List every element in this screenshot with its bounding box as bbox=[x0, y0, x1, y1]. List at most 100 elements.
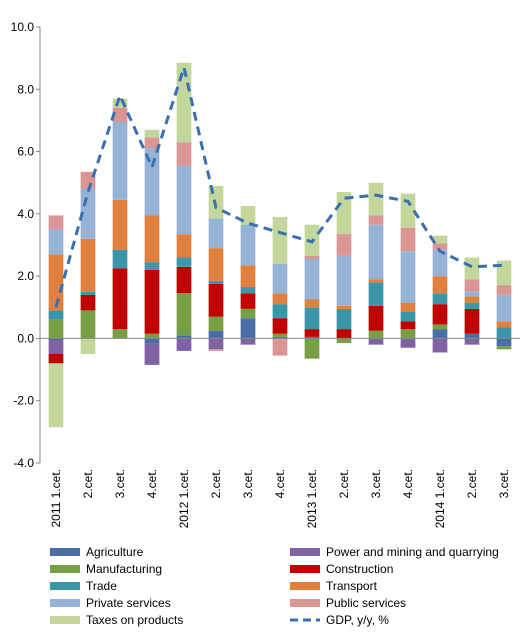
bar-segment bbox=[400, 329, 416, 339]
legend-swatch bbox=[290, 548, 320, 556]
bar-segment bbox=[464, 308, 480, 334]
bar-segment bbox=[176, 62, 192, 143]
bar-segment bbox=[240, 338, 256, 345]
bar-segment bbox=[240, 287, 256, 294]
legend-swatch bbox=[50, 599, 80, 607]
x-tick-label: 3.cet. bbox=[369, 469, 383, 498]
bar-segment bbox=[464, 333, 480, 339]
legend-swatch bbox=[290, 582, 320, 590]
bar-segment bbox=[176, 257, 192, 267]
bar-segment bbox=[240, 224, 256, 266]
bar-segment bbox=[336, 305, 352, 309]
bar-segment bbox=[240, 265, 256, 288]
legend-label: Public services bbox=[326, 596, 406, 610]
bar-segment bbox=[80, 338, 96, 354]
bar-segment bbox=[496, 294, 512, 322]
bar-segment bbox=[176, 142, 192, 166]
y-tick-label: 4.0 bbox=[17, 207, 34, 221]
bar-segment bbox=[144, 129, 160, 138]
bar-segment bbox=[304, 338, 320, 359]
bar-segment bbox=[144, 148, 160, 216]
bar-segment bbox=[112, 107, 128, 122]
x-tick-label: 2.cet. bbox=[209, 469, 223, 498]
legend-label: Manufacturing bbox=[86, 562, 162, 576]
bar-segment bbox=[176, 338, 192, 351]
bar-segment bbox=[144, 262, 160, 270]
bar-segment bbox=[240, 206, 256, 225]
bar-segment bbox=[336, 338, 352, 344]
bar-segment bbox=[464, 257, 480, 280]
bar-segment bbox=[144, 333, 160, 339]
x-tick-label: 2013 1.cet. bbox=[305, 469, 319, 528]
y-tick-label: 10.0 bbox=[11, 20, 35, 34]
bar-segment bbox=[48, 354, 64, 364]
bar-segment bbox=[368, 305, 384, 331]
bar-segment bbox=[368, 215, 384, 225]
bar-segment bbox=[496, 321, 512, 328]
legend-swatch bbox=[50, 548, 80, 556]
bar-segment bbox=[176, 234, 192, 258]
x-tick-label: 3.cet. bbox=[241, 469, 255, 498]
bar-segment bbox=[272, 333, 288, 337]
x-tick-label: 2011 1.cet. bbox=[49, 469, 63, 528]
bar-segment bbox=[400, 321, 416, 330]
bar-segment bbox=[48, 229, 64, 255]
bar-segment bbox=[432, 304, 448, 325]
bar-segment bbox=[464, 338, 480, 345]
bar-segment bbox=[48, 215, 64, 230]
bar-segment bbox=[48, 319, 64, 339]
bar-segment bbox=[112, 121, 128, 200]
bar-segment bbox=[336, 308, 352, 330]
bar-segment bbox=[432, 329, 448, 339]
bar-segment bbox=[464, 302, 480, 309]
legend-swatch bbox=[50, 565, 80, 573]
y-tick-label: -4.0 bbox=[13, 456, 34, 470]
bar-segment bbox=[496, 346, 512, 350]
legend-swatch bbox=[50, 616, 80, 624]
bar-segment bbox=[208, 283, 224, 317]
bar-segment bbox=[176, 335, 192, 339]
bar-segment bbox=[48, 310, 64, 320]
bar-segment bbox=[432, 235, 448, 244]
bar-segment bbox=[208, 280, 224, 284]
x-tick-label: 3.cet. bbox=[113, 469, 127, 498]
bar-segment bbox=[112, 199, 128, 250]
bar-segment bbox=[336, 255, 352, 306]
bar-segment bbox=[304, 336, 320, 339]
legend-label: Private services bbox=[86, 596, 171, 610]
bar-segment bbox=[464, 279, 480, 292]
bar-segment bbox=[272, 336, 288, 339]
bar-segment bbox=[368, 282, 384, 306]
legend-label: Taxes on products bbox=[86, 613, 183, 627]
bar-segment bbox=[144, 338, 160, 344]
bar-segment bbox=[144, 269, 160, 334]
y-tick-label: 8.0 bbox=[17, 82, 34, 96]
bar-segment bbox=[208, 248, 224, 281]
bar-segment bbox=[400, 251, 416, 303]
bar-segment bbox=[496, 327, 512, 339]
bar-segment bbox=[240, 293, 256, 309]
x-tick-label: 2.cet. bbox=[465, 469, 479, 498]
bar-segment bbox=[400, 193, 416, 228]
bar-segment bbox=[432, 293, 448, 305]
bar-segment bbox=[208, 316, 224, 331]
x-tick-label: 4.cet. bbox=[273, 469, 287, 498]
bar-segment bbox=[432, 324, 448, 330]
bar-segment bbox=[272, 338, 288, 356]
bar-segment bbox=[176, 266, 192, 294]
bar-segment bbox=[400, 338, 416, 348]
bar-segment bbox=[368, 330, 384, 339]
bar-segment bbox=[400, 227, 416, 252]
bar-segment bbox=[240, 308, 256, 319]
x-tick-label: 4.cet. bbox=[145, 469, 159, 498]
bar-segment bbox=[464, 296, 480, 303]
bar-segment bbox=[80, 310, 96, 339]
bar-segment bbox=[496, 338, 512, 347]
bar-segment bbox=[48, 254, 64, 311]
bar-segment bbox=[400, 302, 416, 312]
bar-segment bbox=[304, 255, 320, 260]
legend-label: GDP, y/y, % bbox=[326, 613, 389, 627]
gdp-line bbox=[54, 61, 505, 308]
legend-label: Agriculture bbox=[86, 545, 144, 559]
bar-segment bbox=[272, 263, 288, 294]
